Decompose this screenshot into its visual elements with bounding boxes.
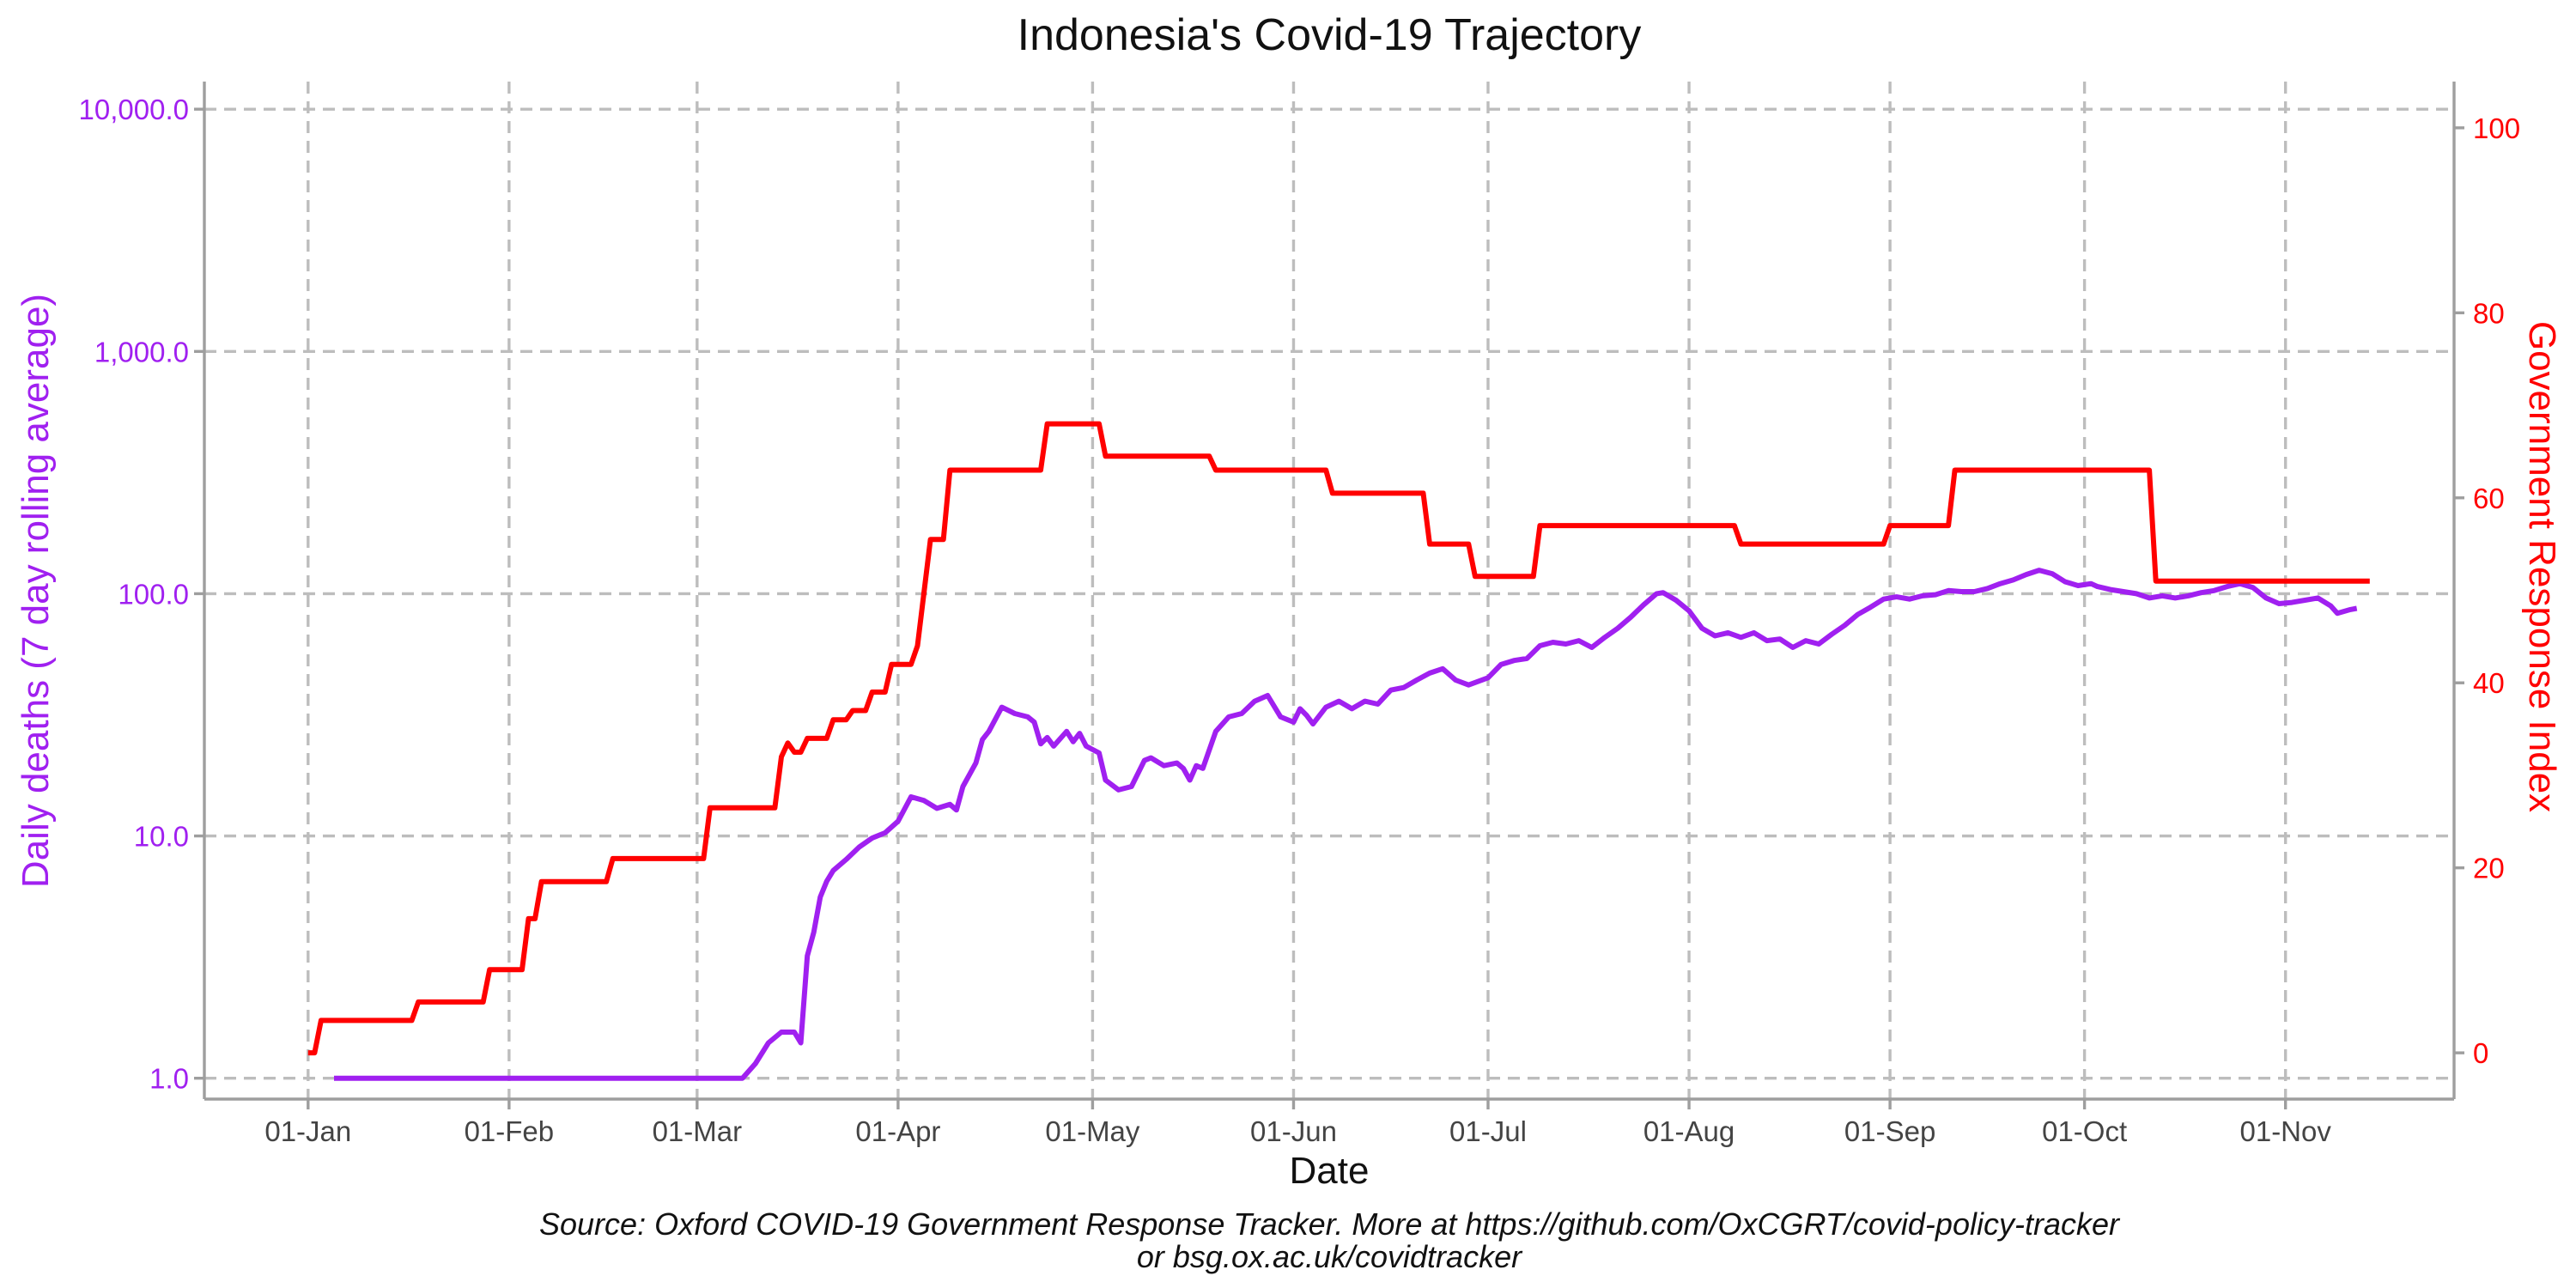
x-tick-label: 01-Nov — [2239, 1115, 2331, 1147]
left-tick-label: 1.0 — [149, 1063, 189, 1095]
left-tick-label: 100.0 — [118, 578, 189, 610]
left-tick-label: 10,000.0 — [79, 94, 189, 125]
right-tick-label: 100 — [2473, 112, 2520, 144]
grid-layer — [204, 82, 2454, 1099]
x-tick-label: 01-Mar — [653, 1115, 743, 1147]
right-tick-label: 40 — [2473, 667, 2505, 699]
left-tick-label: 1,000.0 — [94, 336, 189, 368]
tick-layer: 01-Jan 01-Feb 01-Mar 01-Apr 01-May 01-Jun 01-J… — [79, 94, 2521, 1147]
left-tick-label: 10.0 — [134, 821, 189, 853]
x-tick-label: 01-Aug — [1643, 1115, 1735, 1147]
left-axis-title: Daily deaths (7 day rolling average) — [15, 294, 57, 888]
x-tick-label: 01-May — [1045, 1115, 1140, 1147]
chart-title: Indonesia's Covid-19 Trajectory — [1018, 10, 1642, 60]
x-tick-label: 01-Jun — [1250, 1115, 1337, 1147]
right-tick-label: 60 — [2473, 483, 2505, 514]
series-layer — [307, 421, 2370, 1081]
x-tick-label: 01-Jan — [264, 1115, 351, 1147]
right-tick-label: 20 — [2473, 853, 2505, 884]
x-tick-label: 01-Jul — [1449, 1115, 1527, 1147]
right-tick-label: 0 — [2473, 1037, 2488, 1069]
x-tick-label: 01-Feb — [465, 1115, 555, 1147]
right-tick-label: 80 — [2473, 297, 2505, 329]
x-tick-label: 01-Apr — [855, 1115, 940, 1147]
daily-deaths-line — [334, 568, 2358, 1081]
right-axis-title: Government Response Index — [2521, 321, 2563, 812]
source-caption-line-1: Source: Oxford COVID-19 Government Respo… — [539, 1206, 2121, 1242]
government-response-index-line — [307, 421, 2370, 1056]
x-tick-label: 01-Sep — [1844, 1115, 1935, 1147]
x-axis-title: Date — [1290, 1150, 1370, 1192]
x-tick-label: 01-Oct — [2042, 1115, 2127, 1147]
source-caption-line-2: or bsg.ox.ac.uk/covidtracker — [1137, 1239, 1523, 1274]
